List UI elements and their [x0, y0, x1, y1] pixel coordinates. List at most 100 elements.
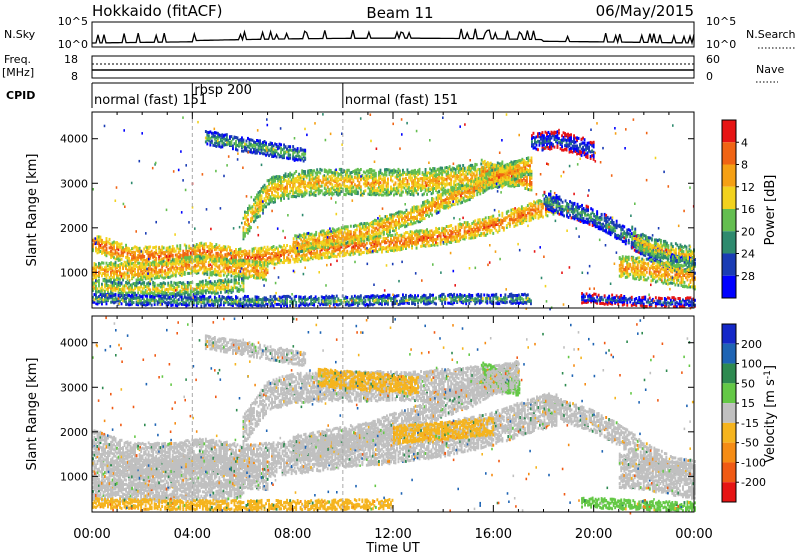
echo-cell	[267, 269, 269, 272]
echo-cell	[527, 293, 529, 296]
echo-cell	[143, 255, 145, 258]
echo-cell	[265, 262, 267, 265]
echo-cell	[270, 295, 272, 298]
echo-cell	[446, 298, 448, 301]
echo-cell	[318, 297, 320, 300]
echo-cell	[455, 226, 457, 229]
echo-cell	[167, 261, 169, 264]
echo-cell	[243, 263, 245, 266]
echo-cell	[500, 294, 502, 297]
echo-cell	[184, 271, 186, 274]
beam-label: Beam 11	[366, 4, 433, 22]
echo-cell	[109, 238, 111, 241]
echo-cell	[249, 250, 251, 253]
echo-cell	[411, 247, 413, 250]
echo-cell	[318, 175, 320, 178]
echo-cell	[446, 243, 448, 246]
echo-cell	[249, 260, 251, 263]
echo-cell	[121, 282, 123, 285]
echo-cell	[142, 295, 144, 298]
echo-cell	[384, 177, 386, 180]
echo-cell	[417, 294, 419, 297]
echo-cell	[149, 246, 151, 249]
echo-cell	[402, 191, 404, 194]
echo-cell	[423, 192, 425, 195]
echo-cell	[450, 224, 452, 227]
echo-cell	[267, 271, 269, 274]
echo-cell	[470, 225, 472, 228]
echo-cell	[285, 247, 287, 250]
nsearch-label: N.Search	[746, 28, 796, 41]
echo-cell	[321, 189, 323, 192]
echo-cell	[170, 281, 172, 284]
echo-cell	[289, 184, 291, 187]
echo-cell	[489, 296, 491, 299]
echo-cell	[231, 279, 233, 282]
echo-cell	[261, 197, 263, 200]
echo-cell	[289, 259, 291, 262]
echo-cell	[274, 295, 276, 298]
echo-cell	[398, 294, 400, 297]
echo-cell	[530, 299, 532, 302]
echo-cell	[503, 227, 505, 230]
echo-cell	[486, 300, 488, 303]
freq-label-line1: Freq.	[4, 53, 31, 66]
echo-cell	[128, 275, 130, 278]
echo-cell	[98, 284, 100, 287]
echo-cell	[441, 302, 443, 305]
echo-cell	[119, 266, 121, 269]
echo-cell	[200, 305, 202, 308]
echo-cell	[151, 304, 153, 307]
echo-cell	[459, 232, 461, 235]
echo-cell	[306, 253, 308, 256]
echo-cell	[530, 302, 532, 305]
echo-cell	[217, 292, 219, 295]
echo-cell	[315, 295, 317, 298]
echo-cell	[175, 296, 177, 299]
echo-cell	[106, 237, 108, 240]
echo-cell	[313, 304, 315, 307]
echo-cell	[452, 227, 454, 230]
echo-cell	[321, 257, 323, 260]
echo-cell	[218, 295, 220, 298]
echo-cell	[435, 297, 437, 300]
echo-cell	[506, 301, 508, 304]
echo-cell	[115, 261, 117, 264]
echo-cell	[262, 208, 264, 211]
echo-cell	[321, 185, 323, 188]
echo-cell	[380, 169, 382, 172]
echo-cell	[375, 247, 377, 250]
echo-cell	[375, 172, 377, 175]
echo-cell	[125, 244, 127, 247]
echo-cell	[306, 189, 308, 192]
echo-cell	[304, 181, 306, 184]
echo-cell	[151, 250, 153, 253]
echo-cell	[364, 299, 366, 302]
echo-cell	[346, 250, 348, 253]
echo-cell	[286, 304, 288, 307]
echo-cell	[492, 215, 494, 218]
echo-cell	[115, 293, 117, 296]
echo-cell	[360, 185, 362, 188]
echo-cell	[176, 245, 178, 248]
echo-cell	[155, 249, 157, 252]
echo-cell	[381, 303, 383, 306]
echo-cell	[206, 273, 208, 276]
echo-cell	[380, 175, 382, 178]
echo-cell	[175, 262, 177, 265]
echo-cell	[480, 293, 482, 296]
echo-cell	[250, 226, 252, 229]
echo-cell	[282, 184, 284, 187]
echo-cell	[243, 277, 245, 280]
echo-cell	[146, 295, 148, 298]
echo-cell	[479, 218, 481, 221]
echo-cell	[319, 172, 321, 175]
echo-cell	[209, 295, 211, 298]
echo-cell	[273, 245, 275, 248]
nsky-tick-top: 10^5	[58, 15, 88, 28]
echo-cell	[471, 294, 473, 297]
echo-cell	[286, 298, 288, 301]
